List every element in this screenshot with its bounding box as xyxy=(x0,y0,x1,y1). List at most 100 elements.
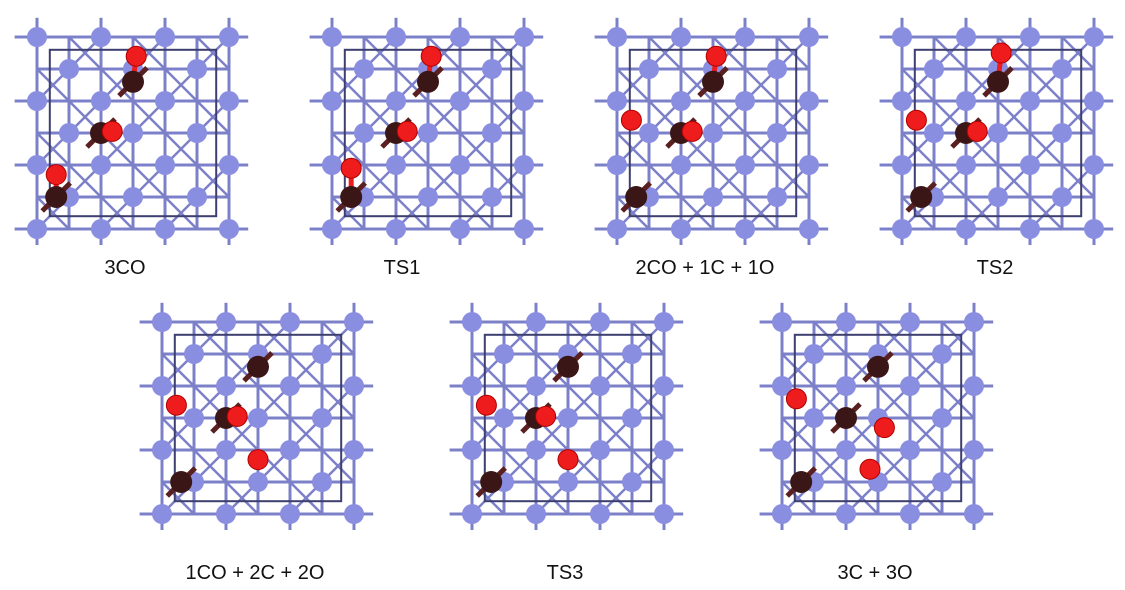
metal-atom xyxy=(280,504,300,524)
panel-caption: TS1 xyxy=(383,257,421,279)
metal-atom xyxy=(322,91,342,111)
metal-atom xyxy=(932,408,952,428)
oxygen-atom xyxy=(620,109,642,131)
metal-atom xyxy=(767,123,787,143)
metal-atom xyxy=(27,219,47,239)
carbon-atom xyxy=(790,471,813,493)
slab-structure xyxy=(879,17,1114,245)
panel-ts3: TS3 xyxy=(440,290,700,590)
panel-ts1: TS1 xyxy=(300,5,560,305)
metal-atom xyxy=(450,91,470,111)
metal-atom xyxy=(900,504,920,524)
oxygen-atom xyxy=(905,109,927,131)
panel-caption: TS2 xyxy=(976,257,1014,279)
oxygen-atom xyxy=(873,417,895,439)
panel-caption: 3CO xyxy=(104,257,146,279)
metal-atom xyxy=(1084,155,1104,175)
metal-atom xyxy=(514,155,534,175)
panel-caption: TS3 xyxy=(546,562,584,584)
metal-atom xyxy=(152,312,172,332)
oxygen-atom xyxy=(557,449,579,471)
metal-atom xyxy=(514,219,534,239)
metal-atom xyxy=(155,91,175,111)
metal-atom xyxy=(123,187,143,207)
metal-atom xyxy=(799,91,819,111)
carbon-atom xyxy=(910,186,933,208)
metal-atom xyxy=(482,59,502,79)
metal-atom xyxy=(152,504,172,524)
metal-atom xyxy=(27,91,47,111)
metal-atom xyxy=(956,27,976,47)
metal-atom xyxy=(216,376,236,396)
metal-atom xyxy=(494,344,514,364)
panel-1co-2c-2o: 1CO + 2C + 2O xyxy=(130,290,390,590)
metal-atom xyxy=(386,219,406,239)
metal-atom xyxy=(526,376,546,396)
metal-atom xyxy=(735,155,755,175)
metal-atom xyxy=(526,504,546,524)
metal-atom xyxy=(450,219,470,239)
carbon-atom xyxy=(417,70,439,93)
metal-atom xyxy=(450,27,470,47)
slab-structure xyxy=(139,302,374,530)
oxygen-atom xyxy=(859,458,881,480)
metal-atom xyxy=(836,312,856,332)
metal-atom xyxy=(799,219,819,239)
metal-atom xyxy=(703,187,723,207)
metal-atom xyxy=(767,187,787,207)
metal-atom xyxy=(703,123,723,143)
metal-atom xyxy=(1084,219,1104,239)
metal-atom xyxy=(671,219,691,239)
metal-atom xyxy=(772,312,792,332)
metal-atom xyxy=(1052,59,1072,79)
metal-atom xyxy=(607,91,627,111)
metal-atom xyxy=(590,376,610,396)
metal-atom xyxy=(804,344,824,364)
metal-atom xyxy=(462,312,482,332)
metal-atom xyxy=(639,59,659,79)
metal-atom xyxy=(216,504,236,524)
metal-atom xyxy=(59,123,79,143)
metal-atom xyxy=(654,312,674,332)
metal-atom xyxy=(248,472,268,492)
metal-atom xyxy=(462,504,482,524)
metal-atom xyxy=(836,376,856,396)
panel-ts2: TS2 xyxy=(870,5,1125,305)
metal-atom xyxy=(804,408,824,428)
panel-2co-1c-1o: 2CO + 1C + 1O xyxy=(585,5,845,305)
metal-atom xyxy=(386,27,406,47)
metal-atom xyxy=(312,472,332,492)
panel-3c-3o: 3C + 3O xyxy=(750,290,1010,590)
carbon-atom xyxy=(625,186,648,208)
metal-atom xyxy=(956,91,976,111)
metal-atom xyxy=(219,155,239,175)
metal-atom xyxy=(735,27,755,47)
metal-atom xyxy=(450,155,470,175)
metal-atom xyxy=(772,440,792,460)
metal-atom xyxy=(418,187,438,207)
metal-atom xyxy=(312,408,332,428)
carbon-atom xyxy=(122,70,144,93)
metal-atom xyxy=(988,123,1008,143)
metal-atom xyxy=(514,27,534,47)
oxygen-atom xyxy=(396,120,418,142)
metal-atom xyxy=(344,376,364,396)
unit-cell-outline xyxy=(793,333,963,503)
metal-atom xyxy=(900,440,920,460)
metal-atom xyxy=(1020,91,1040,111)
metal-atom xyxy=(956,219,976,239)
oxygen-atom xyxy=(990,42,1012,64)
carbon-atom xyxy=(170,471,193,493)
metal-atom xyxy=(892,219,912,239)
metal-atom xyxy=(836,440,856,460)
metal-atom xyxy=(671,27,691,47)
metal-atom xyxy=(187,59,207,79)
carbon-atom xyxy=(867,355,889,378)
metal-atom xyxy=(892,27,912,47)
carbon-atom xyxy=(557,355,579,378)
metal-atom xyxy=(654,504,674,524)
oxygen-atom xyxy=(966,120,988,142)
oxygen-atom xyxy=(340,157,362,179)
metal-atom xyxy=(219,91,239,111)
metal-atom xyxy=(836,504,856,524)
